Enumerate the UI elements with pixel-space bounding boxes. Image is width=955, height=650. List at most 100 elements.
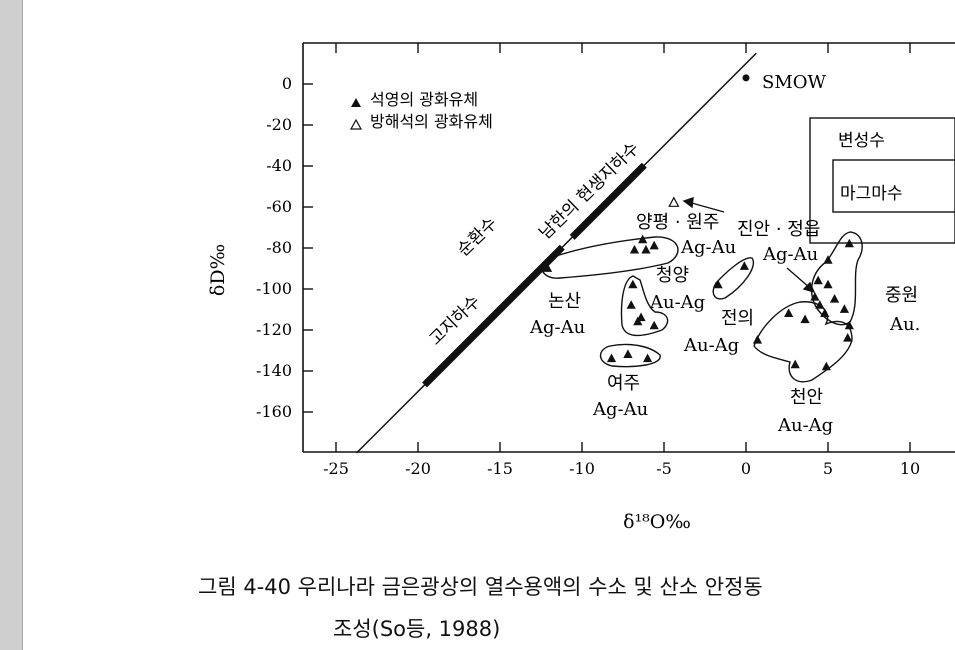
quartz-fluid-point	[641, 244, 651, 254]
magmatic-water-label: 마그마수	[840, 184, 903, 204]
left-margin-bar	[0, 0, 23, 650]
group-sub-jeonui: Au-Ag	[683, 335, 739, 356]
group-label-cheongyang: 청양	[656, 265, 689, 286]
envelope-jeonui	[712, 257, 755, 300]
data-points	[542, 196, 854, 371]
group-sub-yeoju: Ag-Au	[592, 399, 648, 420]
quartz-fluid-point	[823, 279, 833, 289]
quartz-fluid-point	[713, 279, 723, 289]
group-sub-cheongyang: Au-Ag	[649, 292, 705, 313]
quartz-fluid-point	[844, 238, 854, 248]
quartz-fluid-point	[843, 333, 853, 342]
label-modern-groundwater: 남한의 현생지하수	[536, 139, 644, 244]
y-tick-label: 0	[282, 74, 292, 93]
y-tick-label: -100	[256, 279, 292, 298]
legend-label-quartz: 석영의 광화유체	[370, 90, 478, 109]
x-tick-label: 10	[900, 459, 920, 478]
x-tick-label: -25	[323, 459, 349, 478]
y-tick-label: -140	[256, 361, 292, 380]
x-axis-label: δ¹⁸O‰	[623, 511, 691, 533]
metamorphic-water-field	[809, 117, 955, 244]
envelope-cheonan	[753, 301, 853, 383]
quartz-fluid-point	[829, 294, 840, 303]
group-sub-cheonan: Au-Ag	[777, 415, 833, 436]
quartz-fluid-point	[810, 292, 820, 301]
quartz-fluid-point	[790, 359, 800, 369]
quartz-fluid-point	[815, 300, 825, 309]
legend-filled-triangle-icon	[351, 98, 361, 107]
label-circulating-water: 순환수	[454, 214, 502, 261]
quartz-fluid-point	[643, 353, 653, 363]
smow-point	[742, 74, 750, 82]
group-labels: 논산 Ag-Au 양평 · 원주 Ag-Au 청양 Au-Ag 여주 Ag-Au…	[529, 212, 920, 436]
quartz-fluid-point	[542, 263, 553, 272]
old-groundwater-segment	[422, 244, 565, 388]
envelope-yeoju	[599, 343, 661, 368]
quartz-fluid-point	[629, 244, 640, 254]
quartz-fluid-point	[820, 308, 830, 317]
quartz-fluid-point	[638, 234, 648, 244]
figure-caption: 그림 4-40 우리나라 금은광상의 열수용액의 수소 및 산소 안정동	[198, 575, 763, 599]
quartz-fluid-point	[839, 304, 849, 313]
y-axis-label: δD‰	[207, 244, 229, 296]
envelope-nonsan-yangpyeong	[541, 236, 679, 279]
label-old-groundwater: 고지하수	[426, 292, 485, 350]
quartz-fluid-point	[784, 308, 794, 317]
x-tick-label: 5	[823, 459, 833, 478]
group-label-jinan: 진안 · 정읍	[737, 219, 820, 240]
quartz-fluid-point	[628, 279, 638, 289]
group-sub-nonsan: Ag-Au	[529, 317, 585, 338]
quartz-fluid-point	[636, 312, 646, 322]
metamorphic-water-label: 변성수	[838, 131, 885, 151]
y-tick-label: -160	[256, 402, 292, 421]
group-label-jeonui: 전의	[721, 308, 754, 329]
legend-label-calcite: 방해석의 광화유체	[370, 112, 493, 131]
group-sub-yangpyeong: Ag-Au	[680, 237, 736, 258]
arrow-open-triangle-head	[682, 196, 694, 209]
quartz-fluid-point	[739, 261, 749, 270]
quartz-fluid-point	[649, 240, 659, 250]
quartz-fluid-point	[623, 349, 633, 358]
modern-groundwater-segment	[569, 162, 647, 240]
y-tick-label: -60	[266, 197, 292, 216]
quartz-fluid-point	[821, 361, 831, 371]
legend-open-triangle-icon	[349, 118, 363, 130]
deposit-envelopes	[541, 231, 863, 383]
axis-ticks	[303, 43, 911, 452]
group-label-yeoju: 여주	[607, 373, 640, 394]
quartz-fluid-point	[752, 335, 763, 344]
group-sub-jungwon: Au.	[889, 314, 920, 335]
quartz-fluid-point	[626, 300, 636, 309]
arrow-jinan	[786, 267, 811, 289]
quartz-fluid-point	[813, 275, 823, 285]
arrow-jinan-head	[802, 281, 816, 294]
figure-caption-continued: 조성(So등, 1988)	[333, 617, 501, 641]
group-label-nonsan: 논산	[548, 291, 581, 312]
x-tick-label: -10	[569, 459, 595, 478]
x-tick-label: 0	[741, 459, 751, 478]
quartz-fluid-point	[823, 255, 833, 264]
magmatic-water-field	[832, 159, 955, 213]
group-label-yangpyeong: 양평 · 원주	[636, 212, 719, 233]
smow-label: SMOW	[762, 72, 827, 93]
y-tick-label: -40	[266, 156, 292, 175]
quartz-fluid-point	[606, 353, 617, 363]
axis-tick-labels: -25 -20 -15 -10 -5 0 5 10 0 -20 -40 -60 -80 -100 -120 -…	[256, 74, 920, 478]
x-tick-label: -20	[405, 459, 431, 478]
y-tick-label: -80	[266, 238, 292, 257]
trend-arrows	[682, 196, 816, 294]
arrow-open-triangle	[687, 201, 725, 213]
y-tick-label: -120	[256, 320, 292, 339]
envelope-cheongyang	[620, 275, 669, 337]
calcite-fluid-point	[668, 196, 680, 207]
quartz-fluid-point	[800, 314, 810, 324]
group-label-jungwon: 중원	[885, 285, 918, 306]
quartz-fluid-point	[844, 320, 854, 330]
x-tick-label: -5	[656, 459, 672, 478]
y-tick-label: -20	[266, 115, 292, 134]
group-sub-jinan: Ag-Au	[762, 244, 818, 265]
x-tick-label: -15	[487, 459, 513, 478]
group-label-cheonan: 천안	[790, 387, 823, 408]
quartz-fluid-point	[649, 320, 659, 330]
